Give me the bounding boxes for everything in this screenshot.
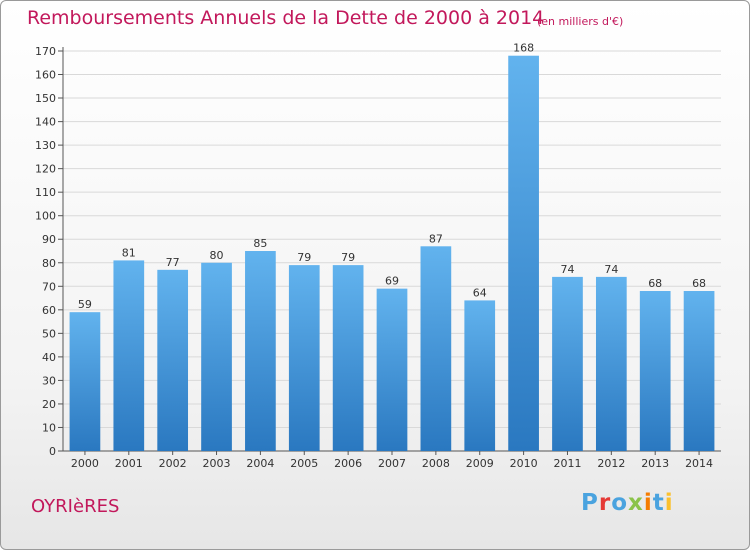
bar-value-label: 79 — [297, 251, 311, 264]
x-tick-label: 2007 — [378, 457, 406, 470]
y-tick-label: 0 — [49, 445, 56, 458]
y-tick-label: 160 — [35, 69, 56, 82]
bar-value-label: 77 — [166, 256, 180, 269]
bar — [683, 291, 715, 451]
logo-letter: P — [581, 490, 599, 516]
bar-value-label: 68 — [648, 277, 662, 290]
y-tick-label: 100 — [35, 210, 56, 223]
y-tick-label: 50 — [42, 327, 56, 340]
x-tick-label: 2005 — [290, 457, 318, 470]
x-tick-label: 2010 — [510, 457, 538, 470]
x-tick-label: 2004 — [246, 457, 274, 470]
bar — [288, 265, 320, 451]
place-name: OYRIèRES — [31, 496, 120, 517]
x-tick-label: 2006 — [334, 457, 362, 470]
bar — [508, 55, 539, 452]
x-tick-label: 2013 — [641, 457, 669, 470]
logo-letter: i — [664, 490, 674, 516]
bar-value-label: 87 — [429, 232, 443, 245]
x-tick-label: 2000 — [71, 457, 99, 470]
bar-value-label: 74 — [604, 263, 618, 276]
logo-letter: r — [598, 490, 612, 516]
x-tick-label: 2001 — [115, 457, 143, 470]
y-tick-label: 150 — [35, 92, 56, 105]
y-tick-label: 20 — [42, 398, 56, 411]
y-tick-label: 140 — [35, 116, 56, 129]
bar-value-label: 81 — [122, 246, 136, 259]
bar — [376, 288, 408, 451]
bar — [595, 276, 627, 451]
y-tick-label: 30 — [42, 374, 56, 387]
x-tick-label: 2014 — [685, 457, 713, 470]
bar-value-label: 85 — [253, 237, 267, 250]
proxiti-logo: Proxiti — [581, 490, 674, 516]
logo-letter: i — [643, 490, 653, 516]
chart-title: Remboursements Annuels de la Dette de 20… — [27, 7, 545, 29]
y-tick-label: 60 — [42, 304, 56, 317]
bar — [201, 262, 232, 451]
x-tick-label: 2002 — [159, 457, 187, 470]
logo-letter: x — [628, 490, 644, 516]
logo-letter: o — [611, 490, 629, 516]
bar — [113, 260, 145, 451]
bar — [157, 269, 189, 451]
bar — [245, 251, 276, 451]
bar — [552, 276, 583, 451]
bar — [464, 300, 496, 451]
bar-value-label: 69 — [385, 275, 399, 288]
logo-letter: t — [652, 490, 665, 516]
chart-subtitle: (en milliers d'€) — [537, 15, 624, 28]
y-tick-label: 130 — [35, 139, 56, 152]
y-tick-label: 170 — [35, 45, 56, 58]
x-tick-label: 2009 — [466, 457, 494, 470]
bar-value-label: 168 — [513, 42, 534, 55]
x-tick-label: 2003 — [203, 457, 231, 470]
bar — [639, 291, 671, 451]
x-tick-label: 2012 — [597, 457, 625, 470]
y-tick-label: 90 — [42, 233, 56, 246]
bar-value-label: 68 — [692, 277, 706, 290]
bar-value-label: 79 — [341, 251, 355, 264]
y-tick-label: 110 — [35, 186, 56, 199]
bar — [420, 246, 452, 451]
bar — [69, 312, 101, 451]
y-tick-label: 80 — [42, 257, 56, 270]
bar — [332, 265, 364, 451]
bar-value-label: 74 — [560, 263, 574, 276]
y-tick-label: 40 — [42, 351, 56, 364]
x-tick-label: 2008 — [422, 457, 450, 470]
x-tick-label: 2011 — [553, 457, 581, 470]
y-tick-label: 10 — [42, 421, 56, 434]
y-tick-label: 70 — [42, 280, 56, 293]
bar-value-label: 59 — [78, 298, 92, 311]
y-tick-label: 120 — [35, 163, 56, 176]
bar-value-label: 64 — [473, 286, 487, 299]
bar-value-label: 80 — [210, 249, 224, 262]
